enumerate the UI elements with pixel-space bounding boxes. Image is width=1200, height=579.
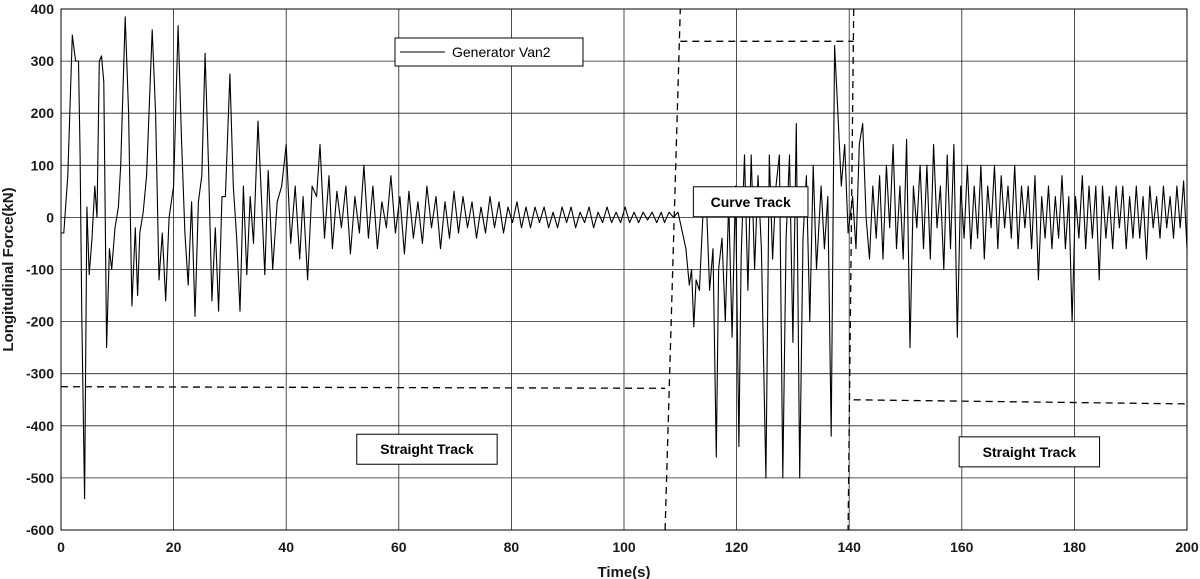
annotation: Straight Track xyxy=(356,433,498,465)
y-tick-label: -500 xyxy=(26,470,54,486)
annotations: Straight Track Curve Track Straight Track xyxy=(356,186,1101,468)
annotation: Straight Track xyxy=(958,436,1101,468)
x-tick-labels: 0 20 40 60 80 100 120 140 160 180 200 xyxy=(57,539,1199,555)
annotation-box xyxy=(692,186,809,218)
reference-lines xyxy=(60,8,1188,531)
x-tick-label: 20 xyxy=(166,539,182,555)
reference-line xyxy=(664,8,681,531)
x-tick-label: 0 xyxy=(57,539,65,555)
x-tick-label: 60 xyxy=(391,539,407,555)
x-tick-label: 160 xyxy=(950,539,974,555)
legend-entry-generator-van2: Generator Van2 xyxy=(452,44,551,60)
annotation-text: Straight Track xyxy=(983,444,1077,460)
y-tick-label: 400 xyxy=(31,1,55,17)
reference-line xyxy=(60,386,666,389)
y-axis-label: Longitudinal Force(kN) xyxy=(0,187,17,351)
y-tick-label: -200 xyxy=(26,314,54,330)
series-layer xyxy=(61,16,1188,500)
y-tick-label: -100 xyxy=(26,262,54,278)
annotation-box xyxy=(356,433,498,465)
x-tick-label: 200 xyxy=(1175,539,1199,555)
annotation: Curve Track xyxy=(692,186,809,218)
y-tick-label: 100 xyxy=(31,157,55,173)
y-tick-label: -300 xyxy=(26,366,54,382)
x-tick-label: 40 xyxy=(278,539,294,555)
y-tick-label: -400 xyxy=(26,418,54,434)
plot-border xyxy=(60,8,1188,531)
annotation-text: Curve Track xyxy=(711,194,791,210)
x-tick-label: 100 xyxy=(612,539,636,555)
y-tick-label: -600 xyxy=(26,522,54,538)
x-axis-label: Time(s) xyxy=(597,564,650,579)
y-tick-label: 200 xyxy=(31,105,55,121)
x-tick-label: 120 xyxy=(725,539,749,555)
y-tick-label: 0 xyxy=(46,209,54,225)
series-line-generator-van2 xyxy=(61,16,1188,500)
annotation-box xyxy=(958,436,1101,468)
x-tick-label: 180 xyxy=(1063,539,1087,555)
y-tick-label: 300 xyxy=(31,53,55,69)
x-tick-label: 80 xyxy=(504,539,520,555)
x-tick-label: 140 xyxy=(838,539,862,555)
annotation-text: Straight Track xyxy=(380,441,474,457)
legend: Generator Van2 xyxy=(394,37,584,67)
reference-line xyxy=(847,8,855,531)
reference-line xyxy=(853,399,1188,405)
y-tick-labels: -600 -500 -400 -300 -200 -100 0 100 200 300 400 xyxy=(26,1,54,538)
